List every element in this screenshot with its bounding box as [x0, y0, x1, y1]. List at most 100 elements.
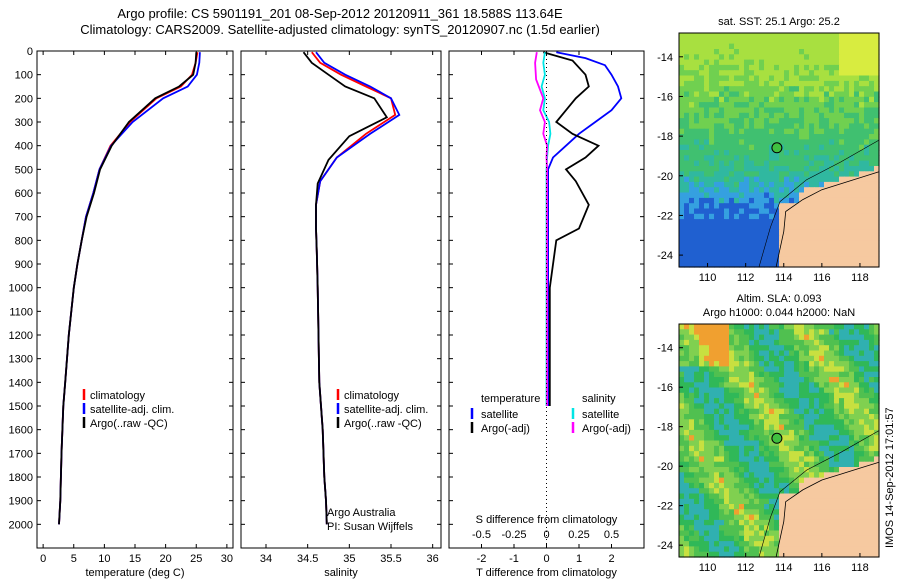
map-cell: [864, 166, 870, 172]
map-cell: [699, 102, 705, 108]
map-cell: [809, 240, 815, 247]
map-cell: [864, 424, 870, 431]
map-cell: [814, 134, 820, 140]
map-cell: [709, 64, 715, 71]
map-cell: [764, 59, 770, 66]
map-cell: [814, 392, 820, 399]
map-cell: [749, 329, 755, 336]
map-cell: [839, 440, 845, 447]
map-cell: [764, 456, 770, 463]
map-cell: [724, 377, 730, 383]
map-cell: [854, 324, 860, 330]
map-cell: [819, 64, 825, 71]
map-cell: [804, 160, 810, 167]
map-cell: [834, 371, 840, 378]
map-cell: [869, 541, 875, 547]
map-cell: [729, 525, 735, 532]
map-cell: [704, 203, 710, 210]
map-cell: [719, 387, 725, 394]
map-cell: [844, 371, 850, 378]
map-cell: [854, 366, 860, 373]
map-cell: [709, 144, 715, 151]
map-cell: [839, 54, 845, 61]
map-cell: [869, 440, 875, 447]
map-cell: [754, 107, 760, 114]
map-cell: [774, 387, 780, 394]
map-cell: [704, 398, 710, 404]
map-cell: [764, 387, 770, 394]
map-cell: [769, 86, 775, 93]
map-cell: [839, 203, 845, 210]
map-cell: [684, 408, 690, 415]
map-cell: [729, 155, 735, 162]
map-cell: [834, 414, 840, 420]
map-cell: [849, 96, 855, 103]
map-cell: [784, 482, 790, 489]
map-cell: [704, 123, 710, 130]
map-cell: [829, 187, 835, 194]
map-cell: [684, 419, 690, 426]
map-cell: [819, 329, 825, 336]
map-cell: [874, 118, 880, 124]
map-cell: [759, 171, 765, 178]
map-cell: [704, 240, 710, 247]
map-cell: [794, 176, 800, 183]
map-cell: [704, 361, 710, 367]
map-cell: [764, 102, 770, 108]
map-cell: [689, 419, 695, 426]
map-cell: [689, 96, 695, 103]
map-cell: [819, 229, 825, 236]
map-cell: [679, 541, 685, 547]
map-cell: [779, 43, 785, 50]
map-cell: [874, 54, 880, 61]
map-cell: [764, 408, 770, 415]
map-cell: [829, 482, 835, 489]
map-cell: [804, 456, 810, 463]
map-cell: [694, 477, 700, 484]
map-cell: [849, 43, 855, 50]
map-cell: [809, 64, 815, 71]
map-cell: [749, 171, 755, 178]
map-cell: [704, 535, 710, 542]
map-cell: [744, 144, 750, 151]
map-cell: [714, 398, 720, 404]
map-cell: [844, 240, 850, 247]
map-cell: [834, 176, 840, 183]
map-cell: [704, 355, 710, 362]
map-cell: [739, 49, 745, 55]
map-cell: [774, 181, 780, 188]
map-cell: [819, 541, 825, 547]
map-cell: [804, 75, 810, 82]
map-cell: [819, 192, 825, 199]
map-cell: [794, 435, 800, 442]
map-cell: [699, 345, 705, 352]
map-cell: [789, 382, 795, 389]
map-cell: [739, 251, 745, 257]
map-cell: [814, 366, 820, 373]
map-cell: [749, 514, 755, 521]
map-cell: [744, 361, 750, 367]
map-cell: [804, 477, 810, 484]
map-cell: [859, 435, 865, 442]
map-cell: [769, 398, 775, 404]
map-cell: [739, 424, 745, 431]
map-cell: [689, 181, 695, 188]
map-cell: [859, 445, 865, 452]
map-cell: [804, 530, 810, 537]
map-cell: [864, 139, 870, 146]
map-cell: [749, 477, 755, 484]
map-cell: [764, 91, 770, 98]
map-cell: [804, 166, 810, 172]
map-cell: [804, 509, 810, 516]
map-cell: [874, 38, 880, 45]
map-cell: [874, 414, 880, 420]
map-cell: [864, 461, 870, 468]
map-cell: [694, 334, 700, 341]
map-cell: [789, 339, 795, 346]
map-cell: [869, 334, 875, 341]
map-cell: [709, 371, 715, 378]
map-cell: [824, 80, 830, 87]
map-cell: [759, 403, 765, 410]
map-cell: [804, 70, 810, 77]
map-cell: [799, 213, 805, 220]
